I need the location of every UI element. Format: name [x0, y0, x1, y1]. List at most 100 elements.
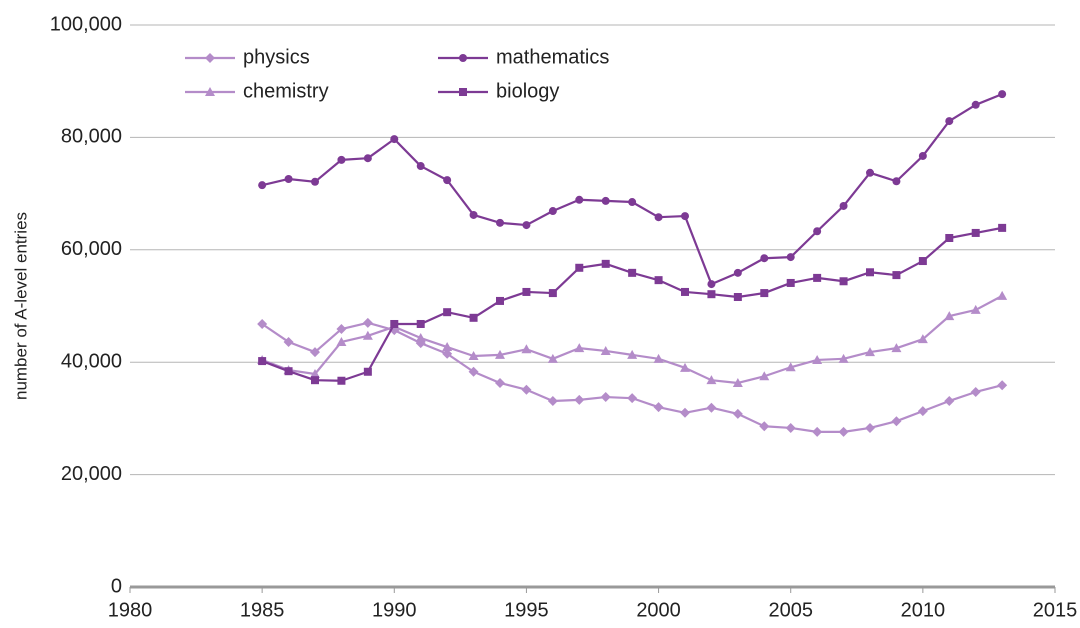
- marker: [866, 168, 874, 177]
- marker: [997, 290, 1008, 300]
- marker: [495, 377, 505, 388]
- marker: [363, 367, 372, 376]
- x-tick-label: 2010: [901, 599, 946, 621]
- marker: [547, 353, 558, 363]
- marker: [601, 259, 610, 268]
- marker: [945, 233, 954, 242]
- marker: [917, 334, 928, 344]
- marker: [680, 407, 690, 418]
- marker: [337, 376, 346, 385]
- marker: [469, 313, 478, 322]
- marker: [733, 268, 742, 277]
- marker: [390, 319, 399, 328]
- marker: [600, 392, 611, 403]
- marker: [468, 351, 479, 361]
- marker: [628, 268, 637, 277]
- marker: [468, 366, 479, 377]
- marker: [839, 201, 848, 210]
- marker: [575, 195, 584, 204]
- marker: [944, 395, 955, 406]
- marker: [575, 263, 584, 272]
- marker: [653, 353, 664, 363]
- marker: [547, 395, 558, 406]
- marker: [495, 349, 505, 359]
- marker: [258, 181, 267, 190]
- marker: [548, 289, 557, 298]
- marker: [813, 227, 822, 236]
- marker: [654, 276, 663, 285]
- marker: [681, 212, 689, 221]
- legend-label: physics: [243, 46, 310, 68]
- marker: [442, 348, 453, 359]
- marker: [283, 336, 294, 347]
- legend-item: mathematics: [438, 46, 609, 68]
- marker: [311, 177, 319, 186]
- marker: [865, 347, 875, 357]
- legend-label: biology: [496, 80, 559, 102]
- marker: [866, 268, 874, 277]
- marker: [759, 421, 770, 432]
- x-tick-label: 2000: [636, 599, 681, 621]
- marker: [785, 422, 796, 433]
- series-line: [261, 294, 1003, 385]
- marker: [574, 343, 585, 353]
- y-axis-label: number of A-level entries: [11, 212, 30, 400]
- marker: [918, 257, 927, 266]
- marker: [362, 317, 373, 328]
- marker: [653, 402, 664, 413]
- marker: [336, 324, 347, 335]
- y-tick-label: 0: [111, 575, 122, 597]
- legend-item: chemistry: [185, 80, 329, 102]
- x-tick-label: 1985: [240, 599, 285, 621]
- series: [257, 317, 1008, 437]
- marker: [496, 218, 504, 227]
- marker: [443, 308, 452, 317]
- marker: [601, 196, 610, 205]
- marker: [415, 333, 426, 343]
- marker: [760, 254, 769, 263]
- x-tick-label: 2015: [1033, 599, 1078, 621]
- marker: [362, 330, 373, 340]
- marker: [627, 349, 638, 359]
- marker: [469, 210, 478, 219]
- x-tick-label: 1995: [504, 599, 549, 621]
- marker: [496, 296, 504, 305]
- marker: [548, 207, 557, 216]
- marker: [998, 90, 1007, 99]
- marker: [945, 117, 954, 126]
- series: [257, 290, 1008, 387]
- marker: [944, 311, 955, 321]
- y-tick-label: 20,000: [61, 463, 122, 485]
- marker: [390, 135, 399, 144]
- legend-label: mathematics: [496, 46, 609, 68]
- marker: [812, 426, 823, 437]
- legend-item: physics: [185, 46, 310, 68]
- marker: [917, 406, 928, 417]
- marker: [707, 280, 716, 289]
- x-tick-label: 1980: [108, 599, 153, 621]
- marker: [838, 353, 849, 363]
- marker: [310, 347, 320, 358]
- marker: [732, 408, 743, 419]
- marker: [812, 354, 823, 364]
- marker: [336, 336, 347, 346]
- marker: [892, 271, 901, 280]
- marker: [205, 87, 215, 96]
- marker: [785, 362, 796, 372]
- y-tick-label: 100,000: [50, 13, 122, 35]
- marker: [258, 357, 267, 366]
- marker: [600, 345, 611, 355]
- marker: [760, 289, 769, 298]
- marker: [284, 174, 293, 183]
- marker: [257, 318, 268, 329]
- y-tick-label: 40,000: [61, 350, 122, 372]
- marker: [442, 342, 453, 352]
- marker: [521, 384, 532, 395]
- marker: [970, 386, 981, 397]
- marker: [839, 277, 848, 286]
- marker: [706, 375, 717, 385]
- marker: [628, 198, 637, 207]
- marker: [786, 278, 795, 287]
- marker: [443, 176, 452, 185]
